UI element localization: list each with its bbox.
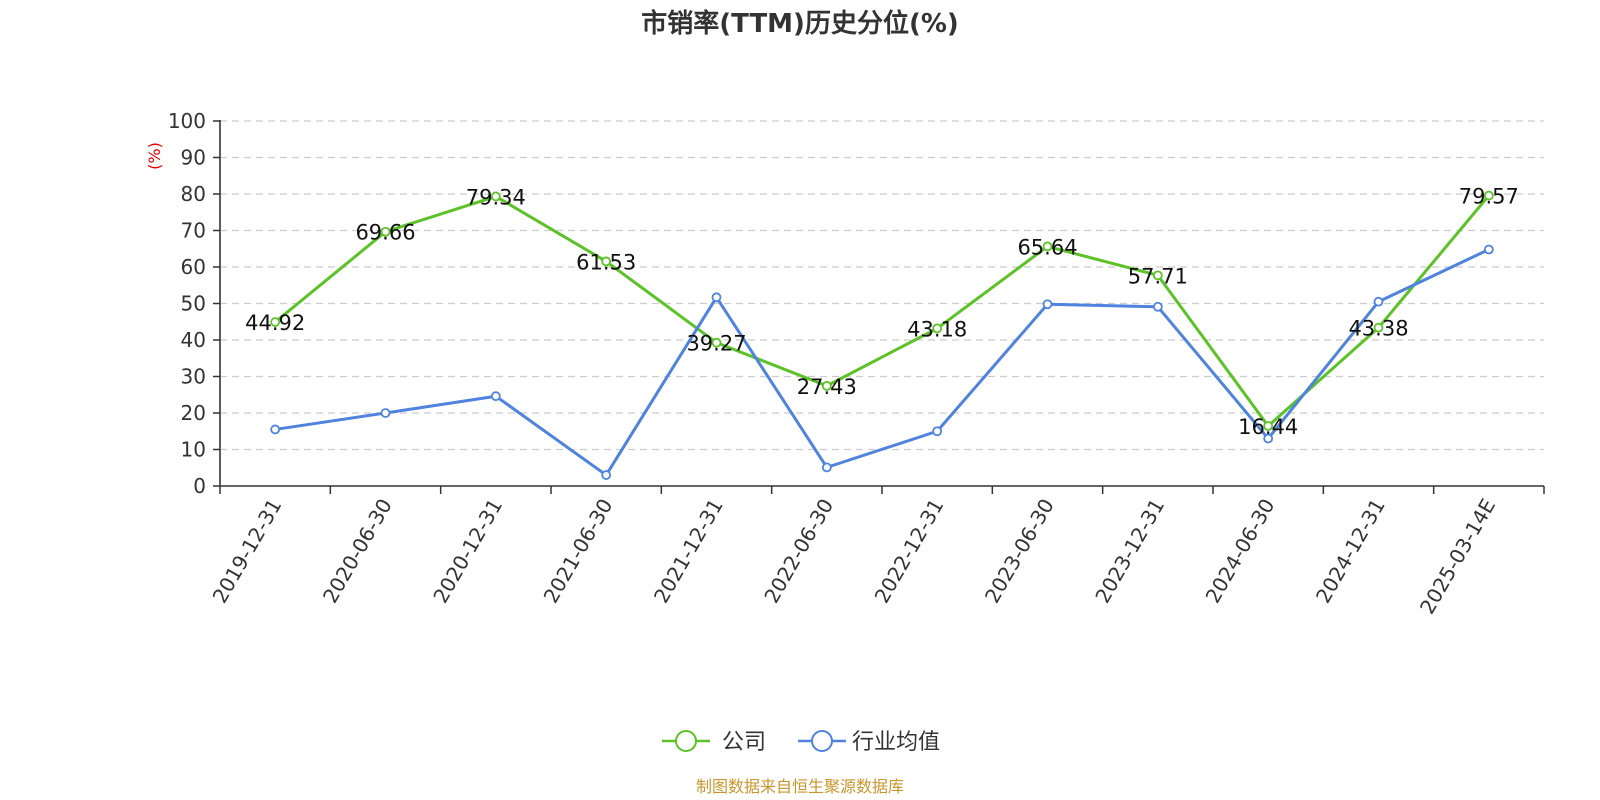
series-layer [270, 190, 1494, 480]
y-tick-label: 50 [181, 292, 206, 316]
x-tick-label: 2023-06-30 [980, 495, 1059, 608]
data-label: 69.66 [355, 221, 415, 245]
data-point [1152, 270, 1163, 281]
grid [220, 120, 1544, 451]
y-tick-label: 0 [193, 474, 206, 498]
data-point [270, 317, 281, 327]
source-note: 制图数据来自恒生聚源数据库 [696, 777, 904, 796]
x-tick-label: 2023-12-31 [1090, 495, 1169, 608]
x-tick-label: 2021-06-30 [539, 495, 618, 608]
data-label: 43.38 [1348, 317, 1408, 341]
data-point [932, 323, 943, 334]
y-tick-label: 100 [168, 109, 206, 133]
x-tick-label: 2020-06-30 [318, 495, 397, 608]
y-tick-label: 90 [181, 146, 206, 170]
data-point [601, 470, 612, 480]
data-point [1263, 421, 1274, 431]
x-tick-label: 2021-12-31 [649, 495, 728, 608]
y-tick-label: 20 [181, 401, 206, 425]
data-point [1152, 301, 1163, 312]
data-label: 79.57 [1459, 185, 1519, 209]
data-label: 61.53 [576, 250, 636, 274]
data-point [1042, 241, 1053, 252]
series-line [274, 248, 1490, 477]
y-tick-label: 10 [181, 438, 206, 462]
data-point [1373, 296, 1384, 307]
data-label: 43.18 [907, 317, 967, 341]
data-point [1483, 244, 1494, 255]
data-label: 16.44 [1238, 415, 1298, 439]
data-point [821, 380, 832, 391]
data-label: 44.92 [245, 311, 305, 335]
legend-marker [811, 730, 833, 752]
data-point [1263, 433, 1274, 444]
x-tick-label: 2024-06-30 [1201, 495, 1280, 608]
legend-marker [675, 730, 697, 752]
x-tick-label: 2022-06-30 [759, 495, 838, 608]
data-label: 57.71 [1128, 264, 1188, 288]
data-point [821, 462, 832, 473]
legend-label: 公司 [722, 730, 766, 755]
x-tick-label: 2019-12-31 [208, 495, 287, 608]
y-tick-label: 30 [181, 365, 206, 389]
data-point [1042, 299, 1053, 310]
data-point [490, 391, 501, 402]
data-point [1373, 322, 1384, 333]
data-point [270, 424, 281, 435]
data-point [711, 292, 722, 303]
data-label: 79.34 [466, 185, 526, 209]
x-tick-label: 2024-12-31 [1311, 495, 1390, 608]
data-point [380, 226, 391, 237]
x-tick-label: 2025-03-14E [1415, 495, 1500, 619]
data-point [490, 191, 501, 202]
data-labels: 44.92 69.66 79.34 61.53 39.27 27.43 43.18 65.64… [245, 185, 1519, 439]
data-point [711, 337, 722, 348]
legend-label: 行业均值 [852, 730, 940, 755]
x-tick-label: 2020-12-31 [428, 495, 507, 608]
data-point [601, 256, 612, 267]
y-tick-label: 80 [181, 182, 206, 206]
data-point [932, 426, 943, 437]
chart-title: 市销率(TTM)历史分位(%) [641, 8, 959, 39]
y-tick-label: 70 [181, 219, 206, 243]
y-axis-label: (%) [145, 142, 164, 170]
legend: 公司 行业均值 [662, 730, 940, 755]
data-label: 39.27 [686, 332, 746, 356]
data-label: 27.43 [797, 375, 857, 399]
data-label: 65.64 [1017, 235, 1077, 259]
x-tick-label: 2022-12-31 [870, 495, 949, 608]
y-tick-label: 60 [181, 255, 206, 279]
data-point [380, 408, 391, 418]
y-tick-label: 40 [181, 328, 206, 352]
series-line [274, 194, 1490, 428]
data-point [1483, 190, 1494, 201]
